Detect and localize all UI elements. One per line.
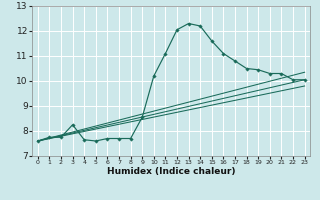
- X-axis label: Humidex (Indice chaleur): Humidex (Indice chaleur): [107, 167, 236, 176]
